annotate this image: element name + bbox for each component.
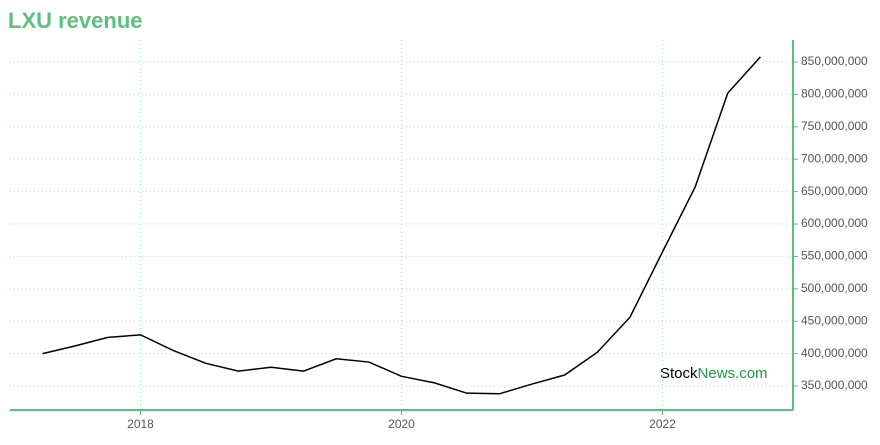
y-tick-label: 450,000,000: [801, 313, 868, 327]
x-tick-label: 2022: [649, 417, 676, 431]
y-tick-label: 700,000,000: [801, 151, 868, 165]
y-tick-label: 600,000,000: [801, 216, 868, 230]
y-tick-label: 650,000,000: [801, 184, 868, 198]
y-tick-label: 850,000,000: [801, 54, 868, 68]
watermark-part: News.com: [698, 365, 768, 382]
x-tick-label: 2018: [127, 417, 154, 431]
watermark: StockNews.com: [660, 365, 768, 382]
y-tick-label: 400,000,000: [801, 346, 868, 360]
y-tick-label: 500,000,000: [801, 281, 868, 295]
chart-title: LXU revenue: [8, 8, 143, 33]
x-tick-label: 2020: [388, 417, 415, 431]
line: [42, 56, 761, 395]
y-tick-label: 800,000,000: [801, 87, 868, 101]
watermark-part: Stock: [660, 365, 698, 382]
y-tick-label: 750,000,000: [801, 119, 868, 133]
y-tick-label: 350,000,000: [801, 378, 868, 392]
y-tick-label: 550,000,000: [801, 249, 868, 263]
